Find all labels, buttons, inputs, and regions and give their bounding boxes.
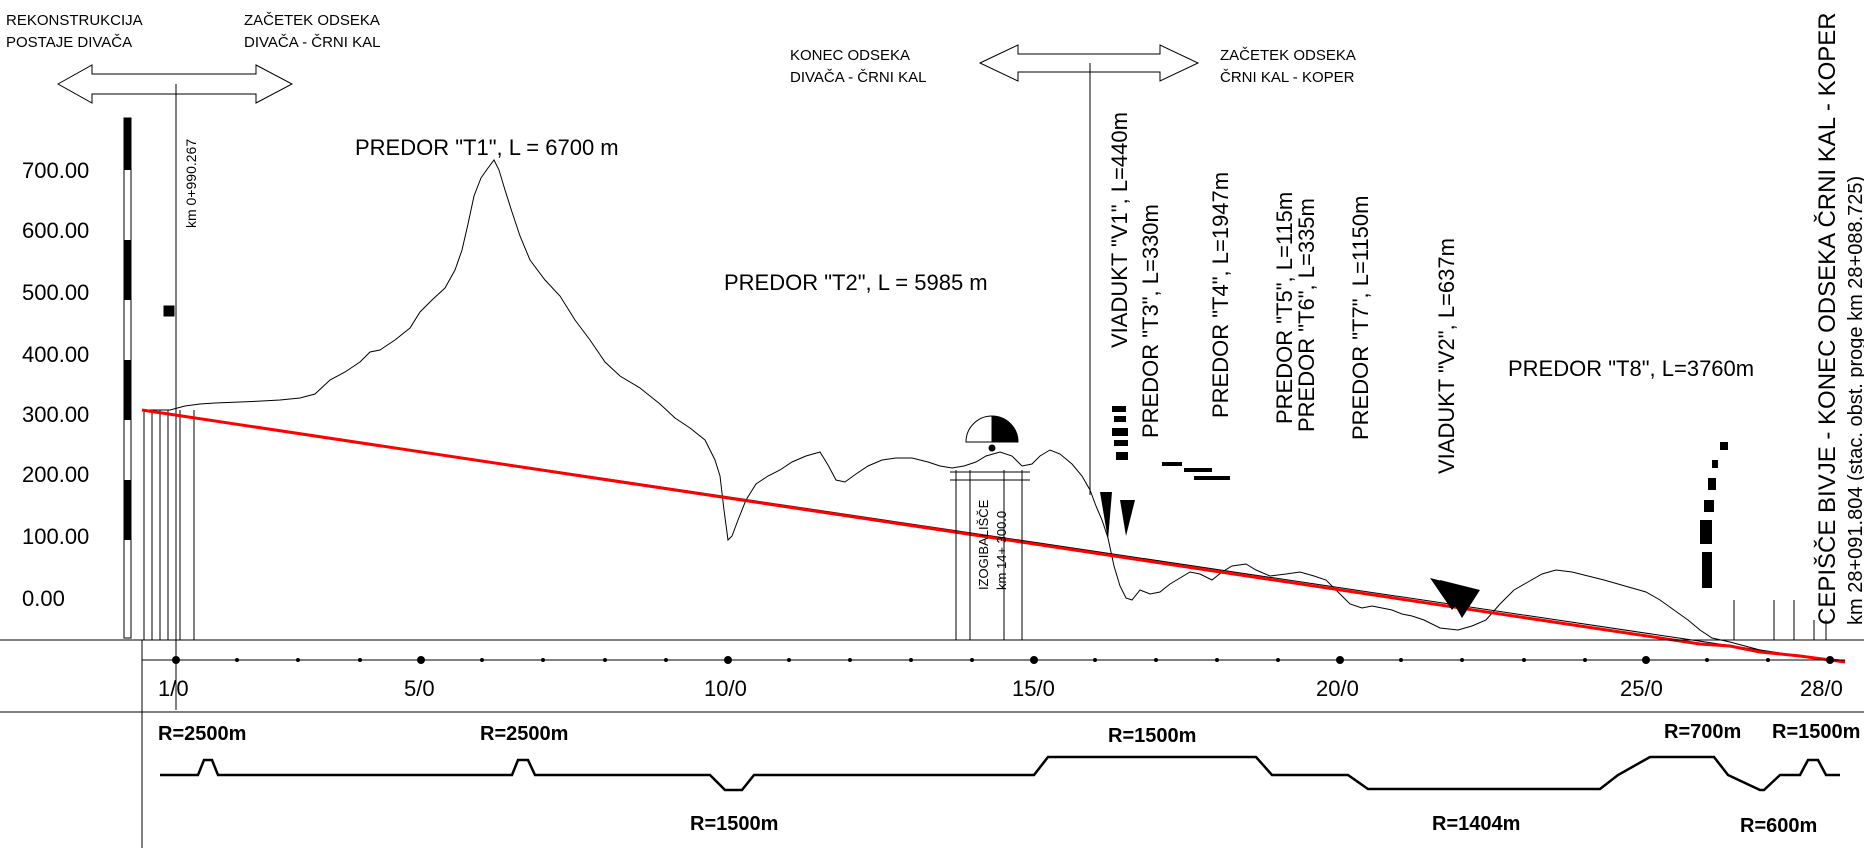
izogibalisce-label: IZOGIBALIŠČE xyxy=(976,499,991,590)
header-label-rekonstrukcija-1: REKONSTRUKCIJA xyxy=(6,12,143,29)
header-mid: KONEC ODSEKA DIVAČA - ČRNI KAL ZAČETEK O… xyxy=(790,44,1356,495)
curve-radius-2: R=2500m xyxy=(480,723,568,745)
elevation-tick-400: 400.00 xyxy=(22,342,89,367)
tunnel-t3-label: PREDOR "T3", L=330m xyxy=(1138,204,1163,438)
header-left: REKONSTRUKCIJA POSTAJE DIVAČA ZAČETEK OD… xyxy=(6,12,380,710)
elevation-tick-500: 500.00 xyxy=(22,280,89,305)
end-station-posts xyxy=(1733,600,1827,640)
elevation-tick-0: 0.00 xyxy=(22,586,65,611)
header-label-start-1: ZAČETEK ODSEKA xyxy=(244,12,380,29)
tunnel-t4-label: PREDOR "T4", L=1947m xyxy=(1208,172,1233,418)
chainage-band xyxy=(0,639,1864,848)
km-tick-1: 1/0 xyxy=(158,676,189,701)
station-km-label: km 0+990.267 xyxy=(183,139,199,228)
header-label-rekonstrukcija-2: POSTAJE DIVAČA xyxy=(6,34,132,51)
section-arrow-left xyxy=(56,64,294,710)
curve-radius-4: R=1500m xyxy=(1108,725,1196,747)
curve-radius-8: R=600m xyxy=(1740,815,1817,837)
section-arrow-mid xyxy=(978,44,1200,495)
km-tick-15: 15/0 xyxy=(1012,676,1055,701)
terrain-profile-line xyxy=(144,159,1841,661)
km-tick-20: 20/0 xyxy=(1316,676,1359,701)
tunnel-t8-label: PREDOR "T8", L=3760m xyxy=(1508,356,1754,381)
curve-radius-1: R=2500m xyxy=(158,723,246,745)
header-label-end-2: DIVAČA - ČRNI KAL xyxy=(790,69,926,86)
viaduct-v1-label: VIADUKT "V1", L=440m xyxy=(1107,112,1132,348)
elevation-tick-600: 600.00 xyxy=(22,218,89,243)
elevation-tick-700: 700.00 xyxy=(22,158,89,183)
curve-radius-3: R=1500m xyxy=(690,813,778,835)
tunnel-t7-label: PREDOR "T7", L=1150m xyxy=(1348,196,1373,440)
tunnel-t2-label: PREDOR "T2", L = 5985 m xyxy=(724,270,988,295)
curve-radius-7: R=1500m xyxy=(1772,721,1860,743)
end-label-line1: CEPIŠČE BIVJE - KONEC ODSEKA ČRNI KAL - … xyxy=(1813,12,1841,625)
izogibalisce-structure xyxy=(950,415,1030,640)
tunnel-t5-label: PREDOR "T5", L=115m xyxy=(1272,192,1297,424)
km-tick-10: 10/0 xyxy=(704,676,747,701)
elevation-tick-200: 200.00 xyxy=(22,462,89,487)
header-label-next-2: ČRNI KAL - KOPER xyxy=(1220,69,1355,86)
header-label-end-1: KONEC ODSEKA xyxy=(790,47,910,64)
elevation-tick-300: 300.00 xyxy=(22,402,89,427)
track-alignment-red xyxy=(141,408,1846,664)
divaca-station-posts xyxy=(143,305,195,640)
structure-marks xyxy=(1100,406,1728,618)
chainage-dots xyxy=(172,656,1834,664)
header-label-next-1: ZAČETEK ODSEKA xyxy=(1220,47,1356,64)
curve-radius-5: R=1404m xyxy=(1432,813,1520,835)
curve-radius-6: R=700m xyxy=(1664,721,1741,743)
end-label-line2: km 28+091.804 (stac. obst. proge km 28+0… xyxy=(1845,176,1864,625)
tunnel-t1-label: PREDOR "T1", L = 6700 m xyxy=(355,135,619,160)
km-tick-5: 5/0 xyxy=(404,676,435,701)
elevation-scale: 700.00 600.00 500.00 400.00 300.00 200.0… xyxy=(22,117,132,639)
header-label-start-2: DIVAČA - ČRNI KAL xyxy=(244,34,380,51)
izogibalisce-km: km 14+ 300.0 xyxy=(994,511,1009,590)
tunnel-t6-label: PREDOR "T6", L=335m xyxy=(1294,198,1319,432)
elevation-tick-100: 100.00 xyxy=(22,524,89,549)
km-tick-25: 25/0 xyxy=(1620,676,1663,701)
curvature-diagram-line xyxy=(160,755,1840,792)
km-tick-28: 28/0 xyxy=(1800,676,1843,701)
viaduct-v2-label: VIADUKT "V2", L=637m xyxy=(1434,238,1459,474)
